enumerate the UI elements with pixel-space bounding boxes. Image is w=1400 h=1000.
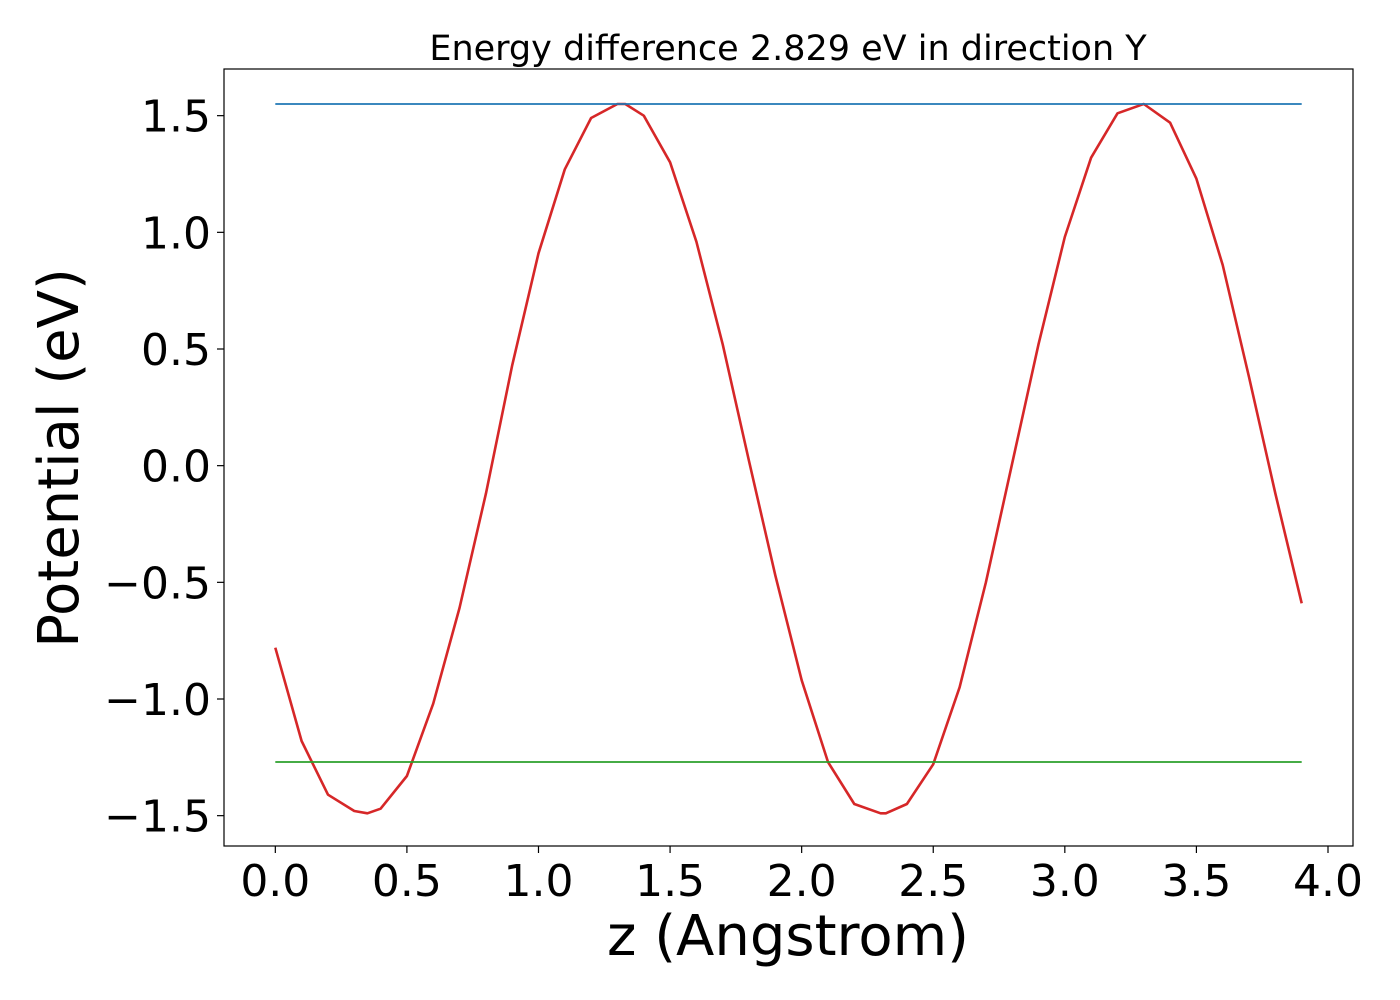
x-tick-label: 3.0 [1030, 856, 1100, 907]
y-tick-label: −1.0 [104, 675, 211, 726]
x-tick-label: 2.0 [767, 856, 837, 907]
x-tick-label: 3.5 [1161, 856, 1231, 907]
y-tick-label: 1.0 [141, 208, 211, 259]
y-axis-label: Potential (eV) [27, 268, 92, 648]
y-tick-label: −1.5 [104, 792, 211, 843]
x-axis-label: z (Angstrom) [607, 904, 969, 969]
y-tick-label: 1.5 [141, 92, 211, 143]
series-layer [274, 102, 1303, 815]
x-tick-label: 2.5 [898, 856, 968, 907]
chart-title: Energy difference 2.829 eV in direction … [429, 29, 1147, 69]
x-tick-label: 4.0 [1293, 856, 1363, 907]
x-tick-label: 1.0 [503, 856, 573, 907]
y-tick-label: 0.0 [141, 442, 211, 493]
x-tick-label: 1.5 [635, 856, 705, 907]
y-tick-label: 0.5 [141, 325, 211, 376]
x-tick-label: 0.5 [372, 856, 442, 907]
plot-frame [223, 68, 1354, 847]
y-axis: −1.5 −1.0 −0.5 0.0 0.5 1.0 1.5 [104, 92, 224, 843]
series-line-1 [274, 102, 1303, 815]
y-tick-label: −0.5 [104, 558, 211, 609]
x-tick-label: 0.0 [240, 856, 310, 907]
x-axis: 0.0 0.5 1.0 1.5 2.0 2.5 3.0 3.5 4.0 [240, 846, 1363, 907]
